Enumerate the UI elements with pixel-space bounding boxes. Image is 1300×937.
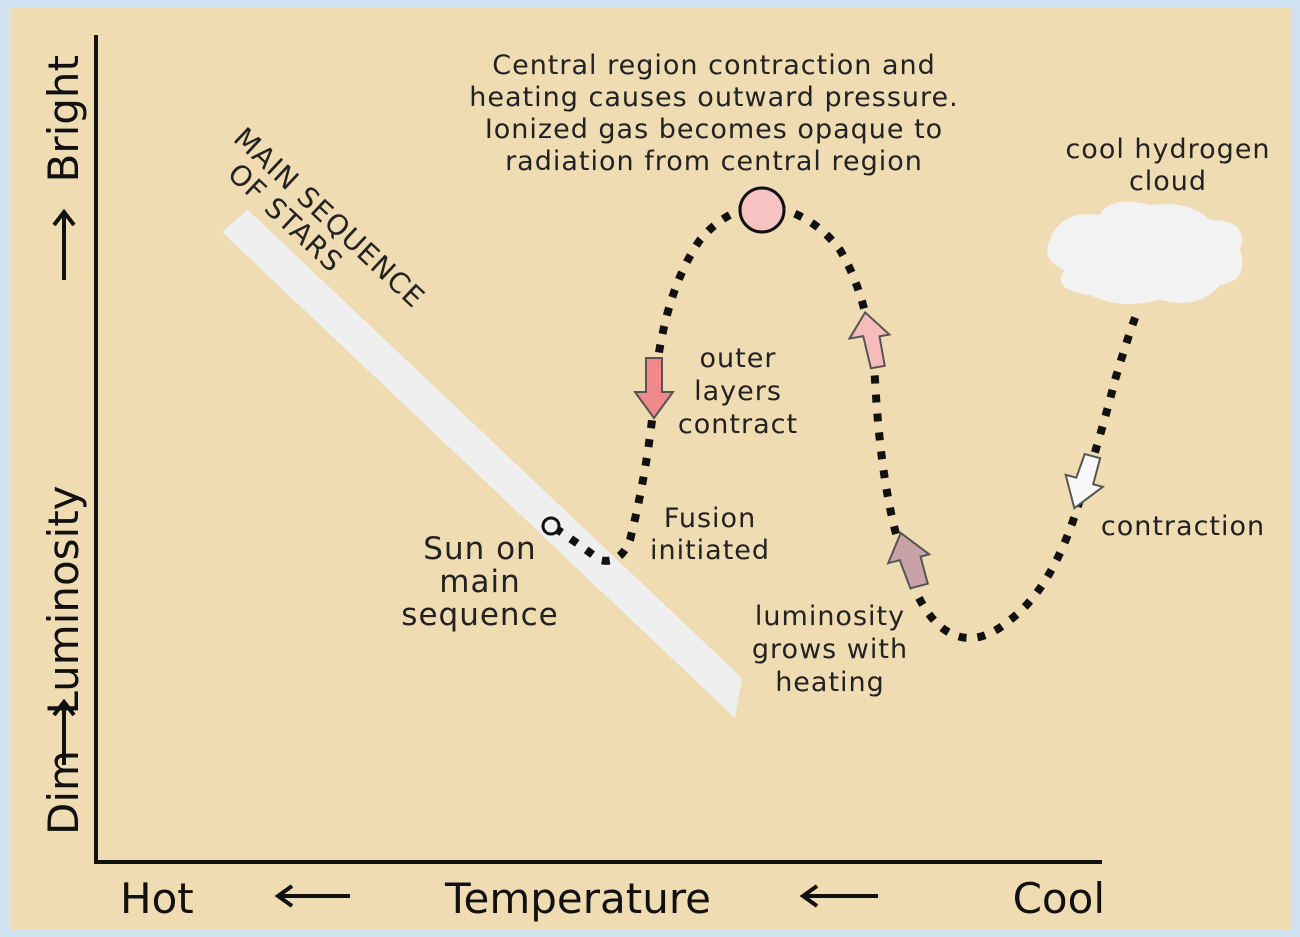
sun-note: Sun on main sequence	[401, 531, 558, 633]
note-line: layers	[694, 376, 782, 407]
protostar	[738, 186, 786, 234]
arrow-up	[886, 531, 932, 590]
y-label-bright: Bright	[39, 55, 88, 183]
contraction-note: contraction	[1101, 511, 1265, 542]
note-line: cool hydrogen	[1065, 134, 1270, 165]
note-line: grows with	[752, 634, 908, 665]
arrow	[52, 698, 76, 765]
fusion-note: Fusion initiated	[650, 503, 770, 566]
main-sequence-band	[222, 210, 742, 718]
note-line: Central region contraction and	[492, 50, 936, 81]
central-region-note: Central region contraction and heating c…	[469, 50, 958, 177]
note-line: heating causes outward pressure.	[469, 82, 958, 113]
arrow	[52, 208, 76, 280]
y-label-luminosity: Luminosity	[39, 485, 88, 714]
y-axis-label: Dim Luminosity Bright	[39, 55, 88, 835]
note-line: outer	[700, 343, 777, 374]
arrow-down	[633, 357, 675, 420]
x-label-cool: Cool	[1013, 874, 1105, 923]
x-label-temperature: Temperature	[444, 874, 711, 923]
arrow	[274, 884, 350, 908]
note-line: contract	[678, 409, 798, 440]
note-line: heating	[775, 667, 885, 698]
note-line: Ionized gas becomes opaque to	[485, 114, 943, 145]
note-line: initiated	[650, 535, 770, 566]
arrow-down	[1064, 452, 1106, 510]
note-line: radiation from central region	[505, 146, 923, 177]
note-line: cloud	[1129, 166, 1207, 197]
note-line: main	[439, 564, 520, 600]
note-line: Sun on	[423, 531, 536, 567]
note-line: sequence	[401, 597, 558, 633]
note-line: luminosity	[755, 601, 905, 632]
cloud	[1047, 201, 1243, 304]
arrow	[799, 884, 878, 908]
note-line: Fusion	[664, 503, 756, 534]
outer-layers-note: outer layers contract	[678, 343, 798, 440]
arrow-up	[847, 310, 892, 370]
cloud-note: cool hydrogen cloud	[1065, 134, 1270, 197]
sun	[541, 516, 561, 536]
x-label-hot: Hot	[120, 874, 194, 923]
luminosity-note: luminosity grows with heating	[752, 601, 908, 698]
